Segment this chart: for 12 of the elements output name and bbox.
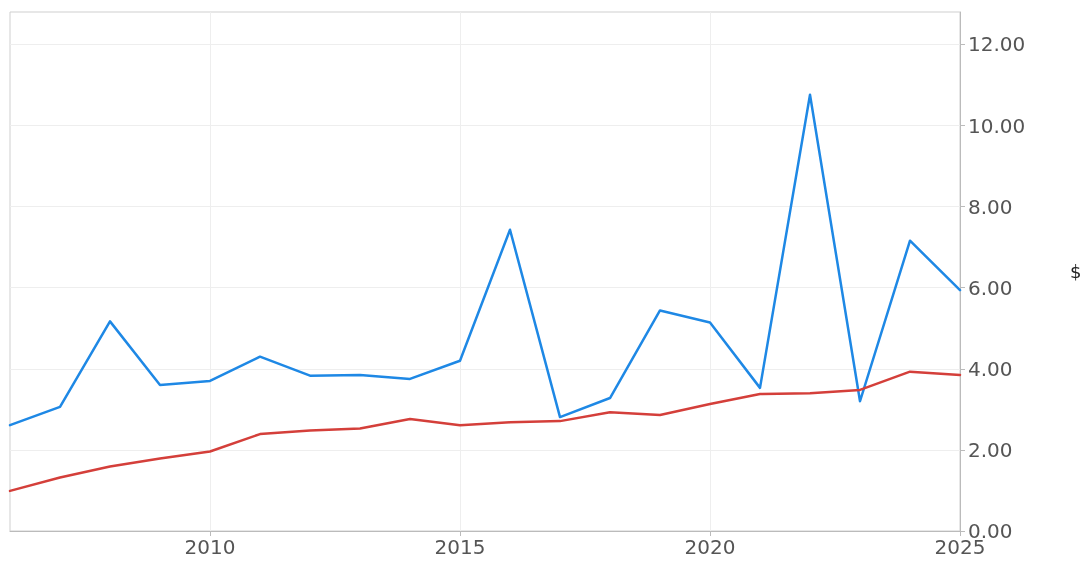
line-series [8, 93, 962, 427]
x-tick-label: 2015 [434, 535, 486, 559]
y-axis-title: $ [1070, 261, 1082, 282]
y-tick-label: 2.00 [968, 437, 1013, 462]
line-series [8, 370, 962, 493]
y-tick-label: 6.00 [968, 275, 1013, 300]
y-tick-label: 10.00 [968, 113, 1026, 138]
y-tick-label: 4.00 [968, 356, 1013, 381]
x-tick-label: 2020 [684, 535, 736, 559]
y-tick-label: 8.00 [968, 194, 1013, 219]
y-tick-label: 12.00 [968, 32, 1026, 57]
x-tick-label: 2010 [184, 535, 236, 559]
